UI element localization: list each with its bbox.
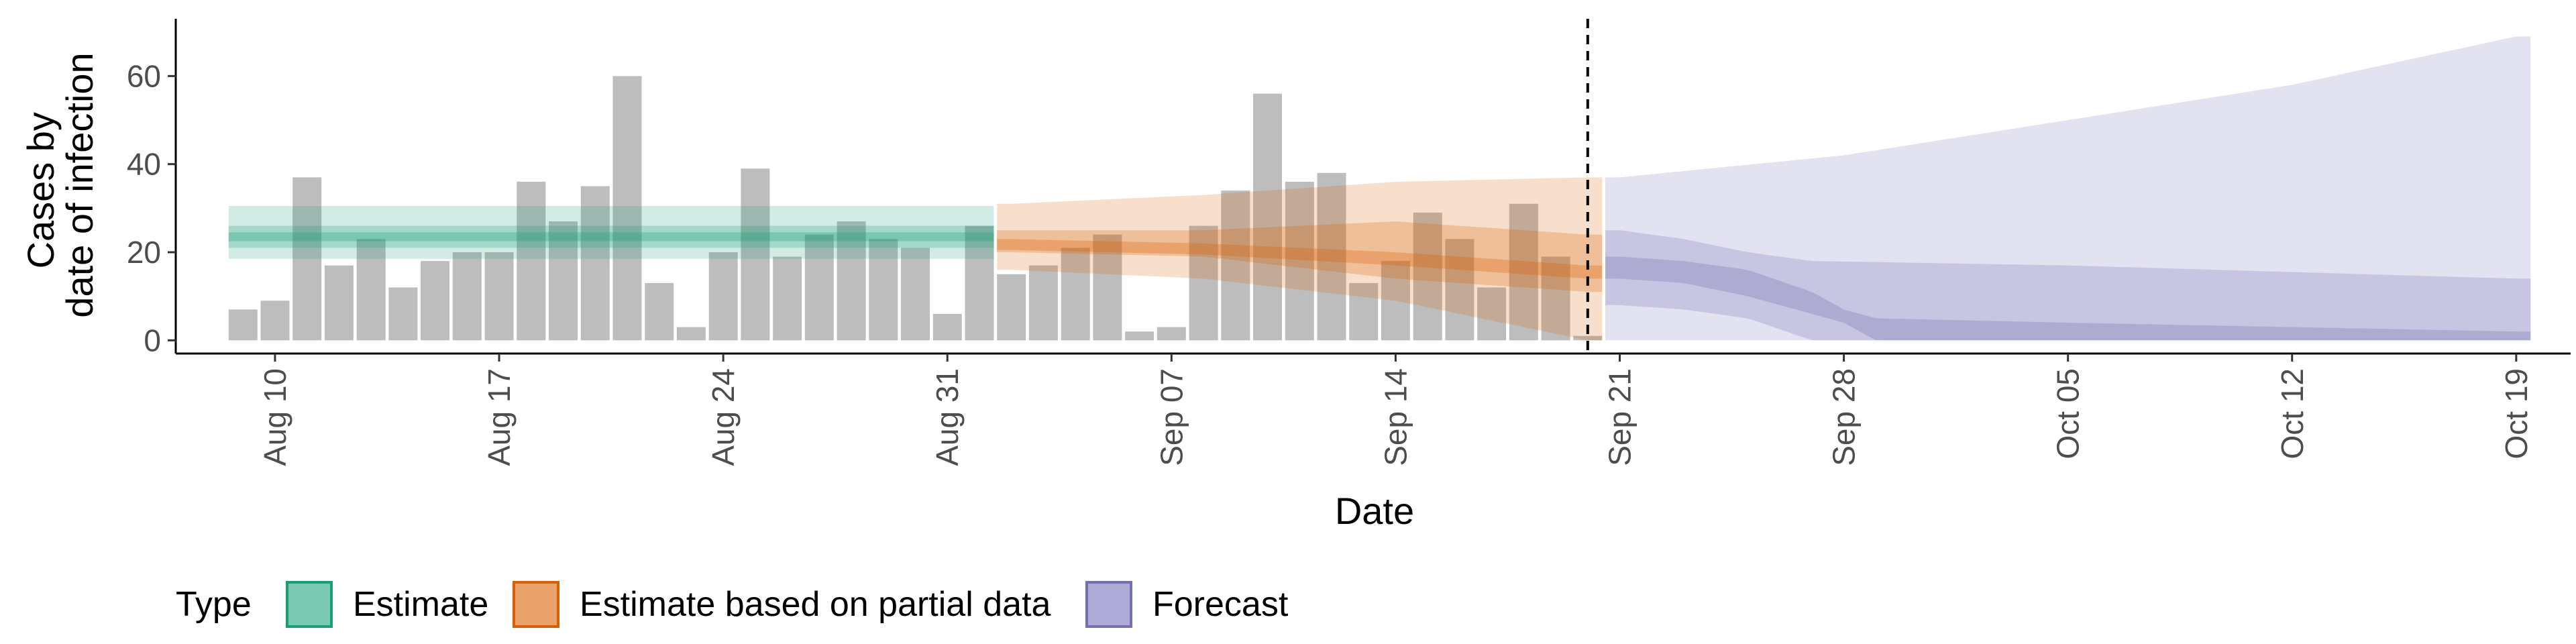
ribbon-outer [228,206,994,259]
bar [484,252,514,341]
bar [517,181,546,341]
ribbon-inner [997,239,1603,279]
bar [1381,261,1410,341]
legend-item: Estimate [286,581,488,628]
y-axis-title: Cases by date of infection [19,52,101,317]
bar [1093,234,1122,341]
x-tick-label: Sep 14 [1378,368,1413,466]
ribbon-middle [997,221,1603,292]
legend-label: Estimate [353,585,488,624]
bar [1317,172,1346,341]
bar [676,327,706,341]
x-tick-label: Sep 21 [1603,368,1638,466]
bar [1477,287,1507,341]
x-tick-label: Oct 19 [2499,368,2534,460]
bar [804,234,834,341]
bar [421,261,450,341]
bar [549,221,578,341]
bar [324,265,354,341]
legend-item: Forecast [1085,581,1289,628]
bar [1028,265,1058,341]
axes: 0 20 40 60 Aug 10 Aug 17 Aug 24 Aug 31 Sep 07 Sep… [127,19,2571,466]
ribbon-middle [228,225,994,248]
y-tick-label: 40 [127,147,161,182]
bar [1413,212,1442,341]
bar [1509,203,1538,341]
bar [1061,248,1090,341]
legend-key [1085,581,1132,628]
bar [837,221,866,341]
bar [1541,256,1570,341]
bars [228,76,1603,341]
ribbon-outer [997,177,1603,341]
bar [997,274,1026,341]
ribbon-group [997,177,1603,341]
ribbon-inner [1605,256,2531,341]
bar [708,252,738,341]
bar [388,287,418,341]
bar [645,282,674,341]
bar [1221,191,1250,341]
x-tick-label: Sep 28 [1827,368,1862,466]
bar [260,301,290,341]
bar [1125,331,1155,341]
x-axis-title: Date [1335,490,1414,532]
x-tick-label: Oct 12 [2275,368,2310,460]
y-tick-label: 0 [144,323,161,358]
bar [356,239,386,341]
bar [1445,239,1474,341]
x-tick-label: Aug 31 [930,368,965,466]
bar [1573,335,1603,341]
y-tick-label: 20 [127,235,161,270]
bar [580,186,610,341]
y-tick-label: 60 [127,58,161,93]
legend-label: Estimate based on partial data [580,585,1051,624]
bar [869,239,898,341]
ribbon-outer [1605,36,2531,341]
plot-area [228,19,2531,354]
x-tick-label: Oct 05 [2051,368,2086,460]
bar [1349,282,1379,341]
ribbon-inner [228,232,994,241]
legend-label: Forecast [1152,585,1289,624]
bar [901,248,930,341]
bar [292,177,322,341]
ribbons [228,36,2531,341]
ribbon-group [228,206,994,259]
legend-key [286,581,333,628]
bar [1253,93,1282,341]
bar [965,225,994,341]
bar [1189,225,1218,341]
legend-item: Estimate based on partial data [513,581,1051,628]
bar [932,313,962,341]
x-tick-label: Aug 17 [482,368,517,466]
bar [452,252,482,341]
x-tick-label: Aug 10 [258,368,292,466]
bar [1157,327,1186,341]
ribbon-group [1605,36,2531,341]
bar [1285,181,1314,341]
legend-title: Type [176,585,252,624]
ribbon-middle [1605,230,2531,341]
x-tick-label: Aug 24 [706,368,741,466]
x-tick-label: Sep 07 [1154,368,1189,466]
y-axis-title-line-2: date of infection [58,52,101,317]
bar [773,256,802,341]
y-axis-title-line-1: Cases by [19,112,62,268]
bar [228,309,258,341]
legend: Type Estimate Estimate based on partial d… [176,581,1289,628]
legend-key [513,581,559,628]
bar [612,76,642,341]
bar [741,168,770,341]
